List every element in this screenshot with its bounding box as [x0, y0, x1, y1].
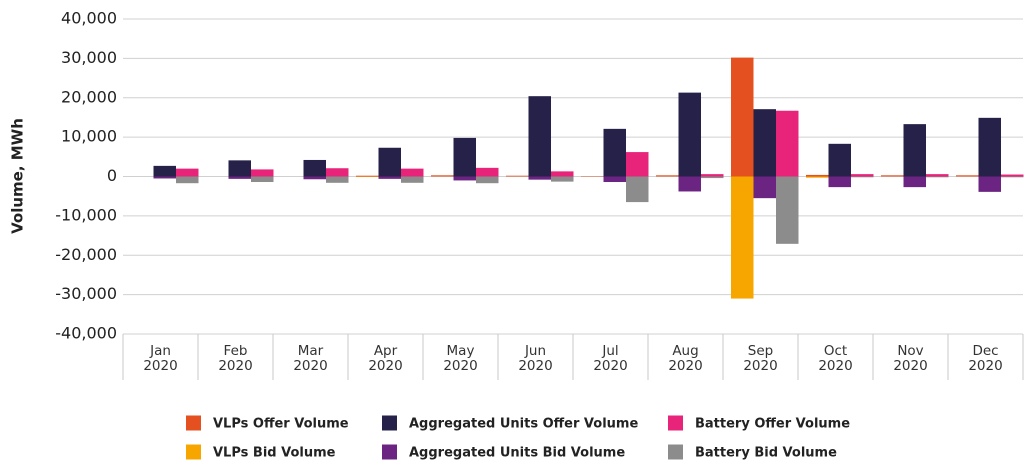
bar: [978, 176, 1001, 192]
bar: [678, 176, 701, 192]
bar: [228, 160, 251, 177]
bar: [1001, 176, 1024, 178]
bar: [806, 176, 829, 178]
legend-swatch: [668, 444, 683, 460]
bar: [851, 174, 874, 177]
bar: [776, 110, 799, 177]
legend-swatch: [186, 415, 201, 431]
bar: [153, 165, 176, 177]
bar: [326, 176, 349, 183]
bar: [753, 109, 776, 177]
bar: [678, 92, 701, 177]
bar: [153, 176, 176, 179]
x-tick-label: Apr 2020: [368, 343, 403, 374]
bar: [176, 176, 199, 184]
bar: [251, 176, 274, 183]
x-tick-label: Mar 2020: [293, 343, 328, 374]
bar: [251, 169, 274, 177]
bar: [903, 124, 926, 177]
bar: [303, 176, 326, 180]
y-tick-label: 40,000: [61, 9, 117, 28]
legend-label: Aggregated Units Bid Volume: [409, 446, 625, 461]
y-tick-label: -10,000: [55, 205, 117, 224]
x-tick-label: Sep 2020: [743, 343, 778, 374]
bar: [401, 176, 424, 183]
x-tick-label: Aug 2020: [668, 343, 703, 374]
y-tick-label: -20,000: [55, 245, 117, 264]
legend-label: Battery Offer Volume: [695, 417, 850, 432]
bar: [528, 176, 551, 180]
legend-label: VLPs Offer Volume: [213, 417, 349, 432]
bar: [701, 176, 724, 179]
x-tick-label: Feb 2020: [218, 343, 253, 374]
bar: [626, 176, 649, 203]
legend-label: Aggregated Units Offer Volume: [409, 417, 638, 432]
legend-label: Battery Bid Volume: [695, 446, 837, 461]
bar: [551, 176, 574, 182]
bar: [1001, 174, 1024, 177]
x-tick-label: Dec 2020: [968, 343, 1003, 374]
bar: [828, 176, 851, 188]
legend-swatch: [668, 415, 683, 431]
bar: [528, 96, 551, 177]
bar: [903, 176, 926, 188]
bar: [506, 175, 529, 177]
bar: [978, 117, 1001, 177]
bar: [851, 176, 874, 178]
bar: [701, 174, 724, 177]
x-tick-label: Jul 2020: [593, 343, 628, 374]
bar: [326, 168, 349, 177]
bar: [828, 143, 851, 177]
bar: [731, 57, 754, 177]
bar: [356, 175, 379, 177]
bar: [753, 176, 776, 199]
bar: [731, 176, 754, 299]
y-tick-label: 10,000: [61, 127, 117, 146]
y-tick-label: -40,000: [55, 324, 117, 343]
bar: [603, 176, 626, 183]
bar: [378, 147, 401, 177]
bar: [401, 168, 424, 177]
bar: [776, 176, 799, 244]
x-tick-label: May 2020: [443, 343, 478, 374]
bar: [476, 176, 499, 184]
x-tick-label: Oct 2020: [818, 343, 853, 374]
bar: [228, 176, 251, 179]
legend-swatch: [186, 444, 201, 460]
x-tick-label: Jan 2020: [143, 343, 178, 374]
y-tick-label: -30,000: [55, 284, 117, 303]
bar: [431, 175, 454, 177]
bar: [551, 171, 574, 177]
bar: [926, 176, 949, 178]
y-tick-label: 0: [107, 166, 117, 185]
y-axis-label: Volume, MWh: [9, 118, 27, 234]
bar: [453, 176, 476, 181]
bar: [881, 175, 904, 177]
bar: [926, 174, 949, 177]
bar: [476, 167, 499, 177]
bar: [453, 137, 476, 177]
bar: [656, 175, 679, 177]
bar: [956, 175, 979, 177]
bar: [806, 174, 829, 177]
bar: [378, 176, 401, 179]
bar: [603, 128, 626, 177]
legend-swatch: [382, 415, 397, 431]
x-tick-label: Nov 2020: [893, 343, 928, 374]
y-tick-label: 30,000: [61, 48, 117, 67]
x-tick-label: Jun 2020: [518, 343, 553, 374]
bar: [176, 168, 199, 177]
bar: [626, 152, 649, 177]
legend-swatch: [382, 444, 397, 460]
y-tick-label: 20,000: [61, 87, 117, 106]
legend-label: VLPs Bid Volume: [213, 446, 336, 461]
bar: [303, 159, 326, 177]
